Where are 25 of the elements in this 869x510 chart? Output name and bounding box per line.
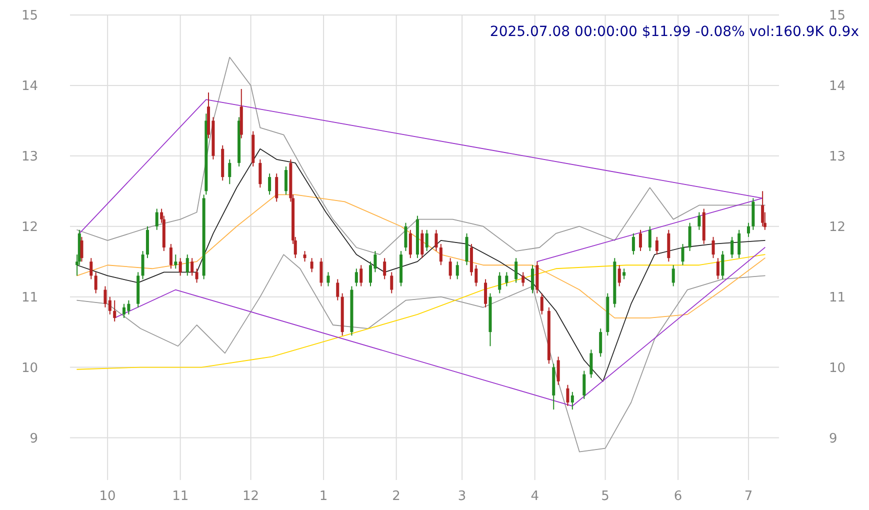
y2-tick-label: 14 xyxy=(829,79,846,94)
x-tick-label: 6 xyxy=(674,489,682,504)
y-tick-label: 13 xyxy=(21,149,38,164)
x-tick-label: 1 xyxy=(319,489,328,504)
y2-tick-label: 10 xyxy=(829,360,846,376)
y-tick-label: 9 xyxy=(30,431,38,446)
x-tick-label: 7 xyxy=(744,489,753,504)
y2-tick-label: 15 xyxy=(829,8,846,24)
y2-tick-label: 9 xyxy=(829,431,838,446)
y2-tick-label: 12 xyxy=(829,220,846,235)
y-tick-label: 15 xyxy=(21,8,38,24)
y-tick-label: 10 xyxy=(21,360,38,376)
y-tick-label: 14 xyxy=(21,79,38,94)
x-tick-label: 12 xyxy=(242,489,260,504)
text: 2025.07.08 00:00:00 $11.99 -0.08% vol:160.9K 0.9x xyxy=(490,24,859,40)
x-tick-label: 3 xyxy=(458,489,466,504)
y2-tick-label: 11 xyxy=(829,290,846,306)
y-tick-label: 11 xyxy=(21,290,38,306)
y-tick-label: 12 xyxy=(21,220,38,235)
x-tick-label: 11 xyxy=(172,489,189,504)
x-tick-label: 5 xyxy=(601,489,610,504)
x-tick-label: 4 xyxy=(530,489,539,504)
x-tick-label: 2 xyxy=(392,489,400,504)
y2-tick-label: 13 xyxy=(829,149,846,164)
x-tick-label: 10 xyxy=(99,489,116,504)
